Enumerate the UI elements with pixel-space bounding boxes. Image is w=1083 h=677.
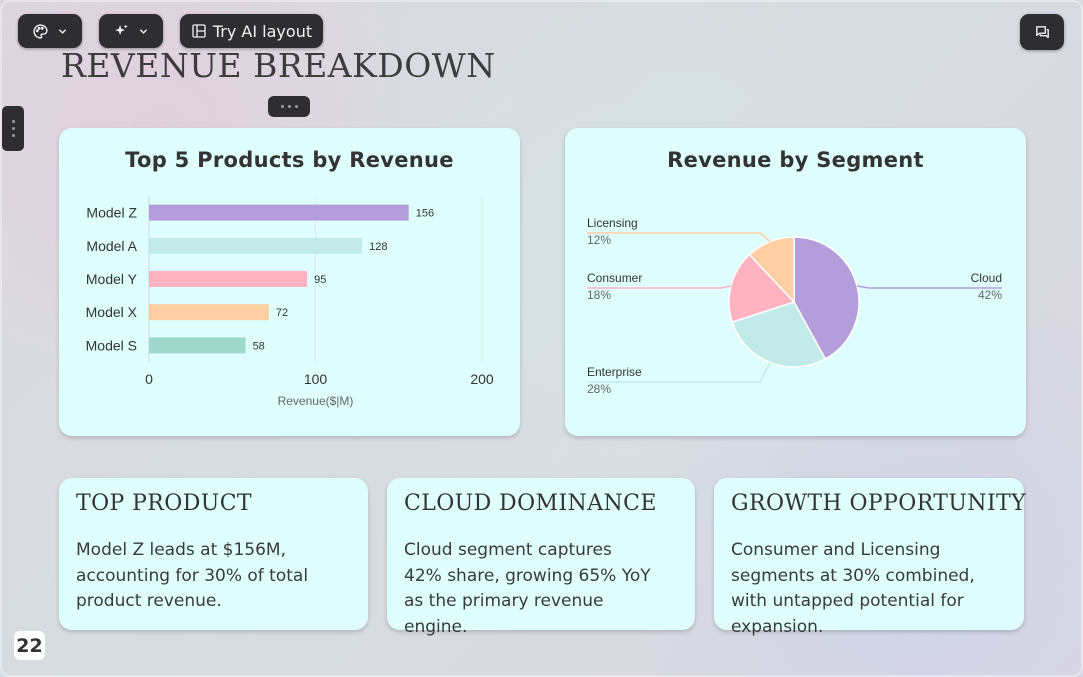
palette-icon	[32, 23, 49, 40]
leader-line	[587, 285, 732, 289]
y-tick-label: Model A	[86, 238, 137, 254]
pie-slice	[728, 253, 796, 324]
slice-value: 28%	[587, 382, 611, 396]
top-product-card[interactable]: TOP PRODUCT Model Z leads at $156M, acco…	[59, 478, 368, 630]
side-drag-handle[interactable]	[2, 106, 24, 151]
cloud-dominance-card[interactable]: CLOUD DOMINANCE Cloud segment captures 4…	[387, 478, 695, 637]
try-ai-layout-button[interactable]: Try AI layout	[180, 14, 323, 48]
card-body: Consumer and Licensing segments at 30% c…	[731, 540, 975, 637]
bar	[149, 204, 409, 221]
comments-icon	[1034, 24, 1051, 41]
slice-label: Cloud	[971, 271, 1002, 285]
card-title: TOP PRODUCT	[76, 491, 252, 516]
pie-chart-card[interactable]: Revenue by Segment Cloud 42% Enterprise 28%…	[565, 128, 1026, 436]
slice-value: 42%	[978, 288, 1002, 302]
x-axis-label: Revenue($|M)	[278, 394, 354, 408]
card-title: GROWTH OPPORTUNITY	[731, 491, 1027, 516]
leader-line	[856, 285, 1002, 289]
try-ai-layout-label: Try AI layout	[212, 21, 313, 41]
leader-line	[587, 232, 771, 243]
slice-value: 18%	[587, 288, 611, 302]
card-body: Model Z leads at $156M, accounting for 3…	[76, 540, 309, 611]
data-label: 128	[369, 241, 387, 253]
growth-opportunity-card[interactable]: GROWTH OPPORTUNITY Consumer and Licensin…	[714, 478, 1027, 637]
slice-label: Enterprise	[587, 365, 642, 379]
x-tick-label: 100	[304, 371, 328, 387]
bar-chart: 0 100 200 Model Z 156 Model A 128 Model Y 95 Mode…	[86, 196, 494, 408]
page-number[interactable]: 22	[14, 631, 45, 660]
slide-title[interactable]: REVENUE BREAKDOWN	[61, 46, 496, 85]
bar-chart-card[interactable]: Top 5 Products by Revenue 0 100 200 Model Z…	[59, 128, 520, 436]
slice-label: Consumer	[587, 271, 642, 285]
pie-chart: Cloud 42% Enterprise 28% Consumer 18% Licensin…	[587, 216, 1002, 396]
bar	[149, 337, 246, 354]
bar	[149, 271, 308, 287]
bar-chart-title: Top 5 Products by Revenue	[125, 148, 454, 172]
card-body: Cloud segment captures 42% share, growin…	[404, 540, 651, 637]
layout-icon	[191, 23, 207, 39]
data-label: 58	[253, 340, 265, 352]
y-tick-label: Model X	[86, 304, 138, 320]
pie-chart-title: Revenue by Segment	[667, 148, 924, 172]
bar	[149, 304, 269, 321]
leader-line	[587, 362, 771, 383]
chevron-down-icon	[138, 26, 149, 37]
slice-label: Licensing	[587, 216, 638, 230]
sparkles-icon	[113, 23, 130, 40]
bar	[149, 237, 363, 254]
y-tick-label: Model Z	[86, 205, 137, 221]
data-label: 95	[314, 274, 326, 286]
comments-button[interactable]	[1020, 14, 1064, 50]
data-label: 72	[276, 307, 288, 319]
x-tick-label: 0	[145, 371, 153, 387]
ai-assist-button[interactable]	[99, 14, 163, 48]
x-tick-label: 200	[470, 371, 494, 387]
theme-button[interactable]	[18, 14, 82, 48]
y-tick-label: Model Y	[86, 271, 138, 287]
card-title: CLOUD DOMINANCE	[404, 491, 657, 516]
slice-value: 12%	[587, 233, 611, 247]
y-tick-label: Model S	[86, 337, 137, 353]
block-drag-handle[interactable]	[268, 96, 310, 117]
data-label: 156	[416, 208, 434, 220]
chevron-down-icon	[57, 26, 68, 37]
